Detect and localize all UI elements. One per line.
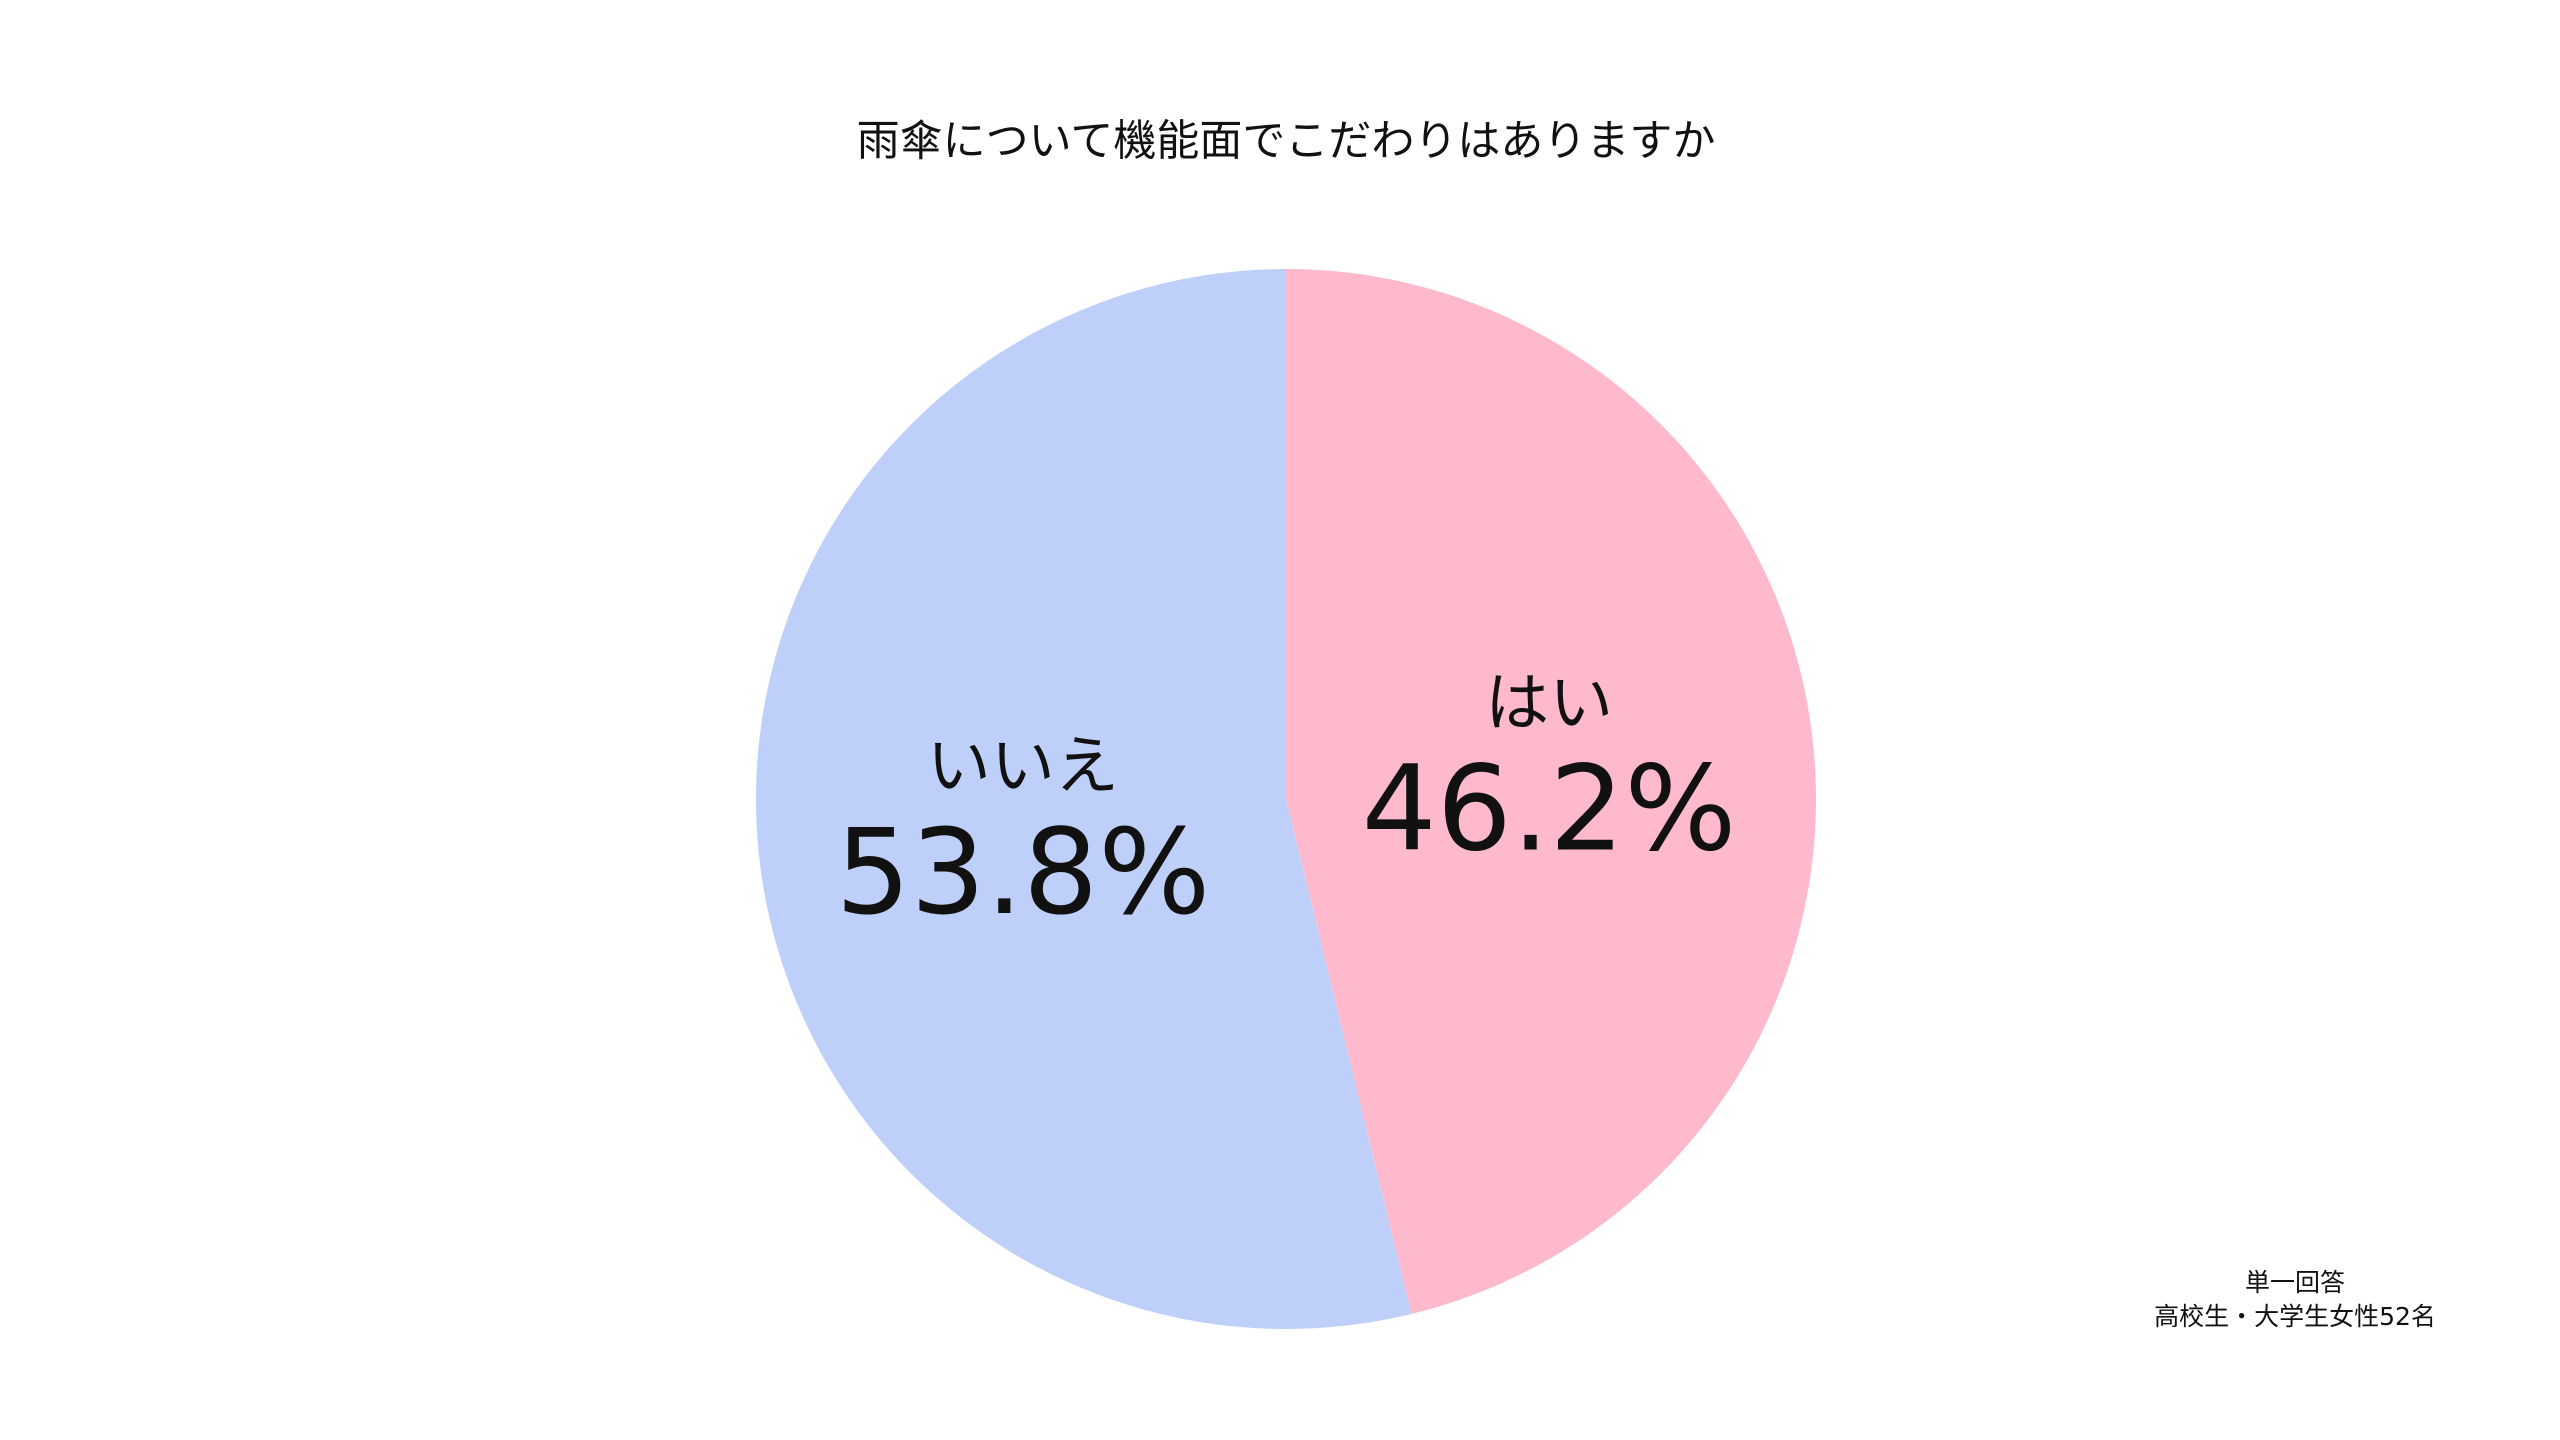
pie-slice [756, 269, 1412, 1329]
note: 単一回答 [2245, 1268, 2345, 1297]
slice-label: はい [1485, 667, 1613, 741]
slice-label: いいえ [927, 730, 1119, 804]
value-label: 53.8% [835, 803, 1210, 941]
value-label: 46.2% [1362, 740, 1737, 878]
chart-title: 雨傘について機能面でこだわりはありますか [857, 117, 1716, 167]
note: 高校生・大学生女性52名 [2154, 1302, 2436, 1331]
pie-slice [1286, 269, 1817, 1314]
